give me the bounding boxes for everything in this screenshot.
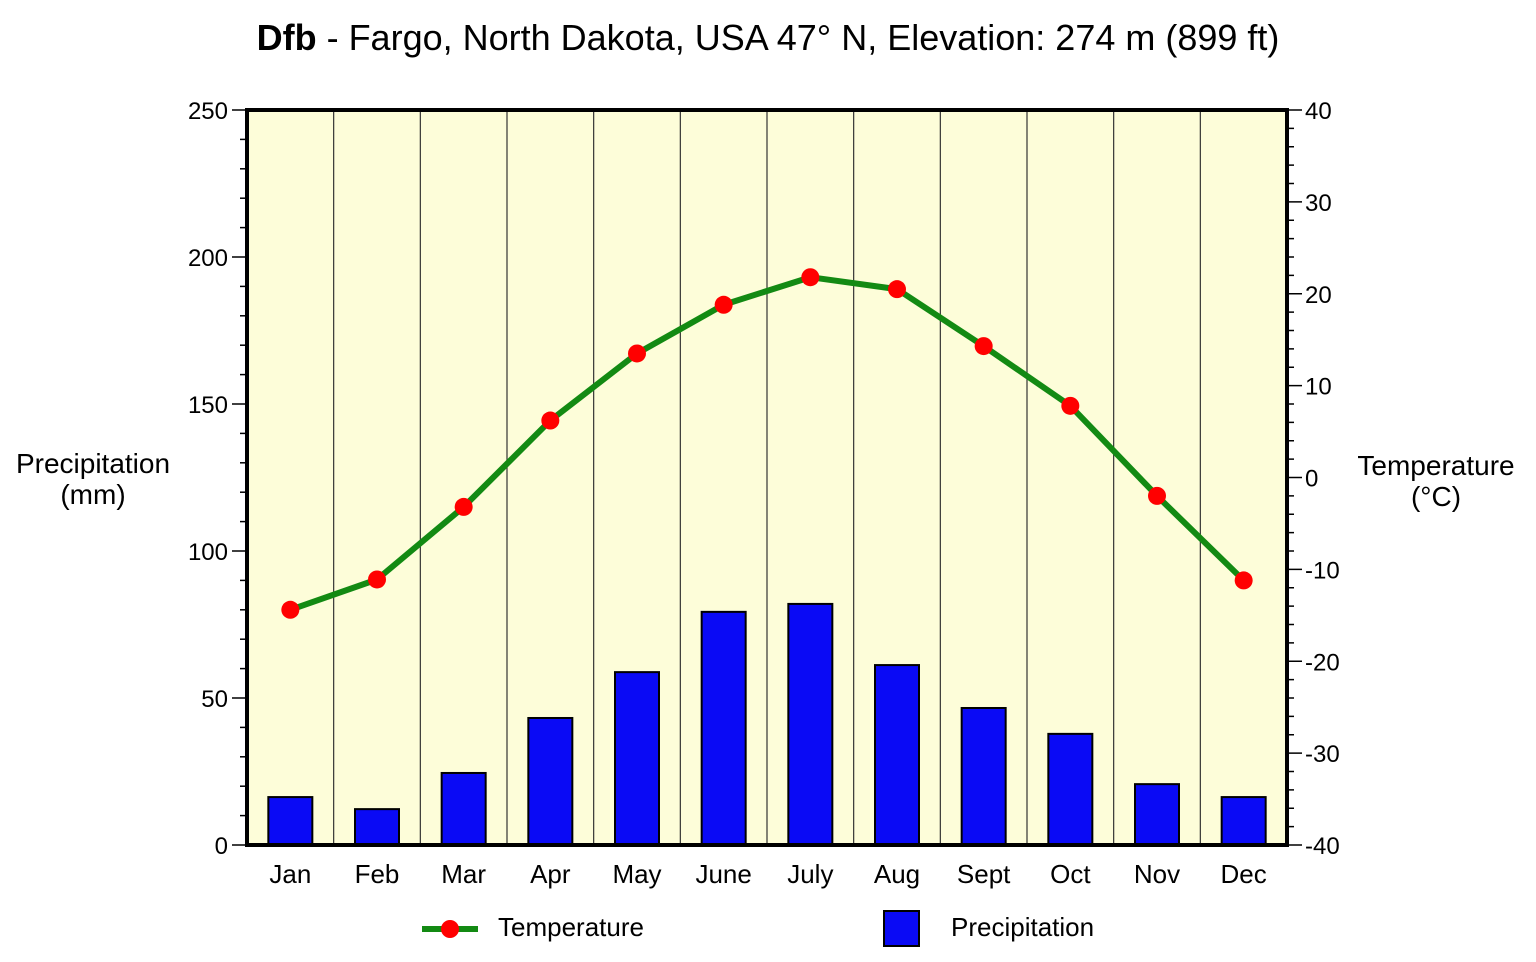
precipitation-bar-aug xyxy=(874,664,920,847)
x-tick-label: May xyxy=(612,859,661,889)
precipitation-bar-oct xyxy=(1047,732,1094,846)
right-tick-label: -20 xyxy=(1305,649,1340,676)
x-tick-label: Mar xyxy=(441,859,486,889)
temperature-point-june xyxy=(714,295,733,314)
right-tick-label: 30 xyxy=(1305,190,1332,217)
x-tick-label: Apr xyxy=(530,859,571,889)
right-tick-label: -40 xyxy=(1305,833,1340,860)
precipitation-bar-apr xyxy=(527,716,574,847)
right-tick-label: -30 xyxy=(1305,741,1340,768)
x-tick-label: Feb xyxy=(355,859,400,889)
left-axis-label: Precipitation xyxy=(16,448,170,479)
legend-temperature-label: Temperature xyxy=(498,912,644,942)
left-tick-label: 250 xyxy=(188,98,228,125)
precipitation-bar-feb xyxy=(354,808,400,847)
right-tick-label: 10 xyxy=(1305,374,1332,401)
left-tick-label: 100 xyxy=(188,539,228,566)
x-tick-label: Jan xyxy=(269,859,311,889)
left-tick-label: 50 xyxy=(201,686,228,713)
temperature-point-oct xyxy=(1061,396,1080,415)
precipitation-bar-mar xyxy=(440,771,487,846)
left-tick-label: 200 xyxy=(188,245,228,272)
precipitation-bar-jan xyxy=(267,796,314,847)
temperature-point-dec xyxy=(1234,571,1253,590)
precipitation-bar-nov xyxy=(1134,783,1180,847)
x-tick-label: Dec xyxy=(1221,859,1267,889)
right-tick-label: -10 xyxy=(1305,557,1340,584)
temperature-point-may xyxy=(628,344,646,363)
chart-title: Dfb - Fargo, North Dakota, USA 47° N, El… xyxy=(257,17,1280,58)
temperature-point-jan xyxy=(281,600,300,619)
right-axis-unit: (°C) xyxy=(1411,481,1461,512)
temperature-point-feb xyxy=(368,570,386,589)
x-tick-label: Oct xyxy=(1050,859,1091,889)
temperature-line xyxy=(289,274,1246,613)
x-tick-label: Aug xyxy=(874,859,920,889)
precipitation-bar-sept xyxy=(960,706,1007,846)
right-tick-label: 40 xyxy=(1305,98,1332,125)
right-tick-label: 20 xyxy=(1305,282,1332,309)
x-tick-label: July xyxy=(787,859,833,889)
precipitation-bar-dec xyxy=(1220,796,1267,847)
precipitation-bar-july xyxy=(787,602,834,846)
temperature-point-apr xyxy=(541,411,560,430)
left-axis-unit: (mm) xyxy=(60,479,125,510)
precipitation-bar-june xyxy=(700,610,747,846)
right-tick-label: 0 xyxy=(1305,466,1318,493)
legend: Temperature Precipitation xyxy=(422,910,1094,947)
x-tick-label: Sept xyxy=(957,859,1011,889)
temperature-point-sept xyxy=(974,337,993,356)
x-tick-label: June xyxy=(695,859,751,889)
temperature-point-mar xyxy=(454,497,473,516)
temperature-point-aug xyxy=(888,280,906,299)
temperature-point-july xyxy=(801,268,820,287)
temperature-point-nov xyxy=(1148,486,1166,505)
x-tick-label: Nov xyxy=(1134,859,1180,889)
legend-precipitation-label: Precipitation xyxy=(951,912,1094,942)
left-tick-label: 150 xyxy=(188,392,228,419)
legend-precipitation-swatch xyxy=(883,910,920,947)
legend-temperature-marker xyxy=(441,920,459,938)
right-axis-label: Temperature xyxy=(1357,450,1514,481)
left-tick-label: 0 xyxy=(215,833,228,860)
precipitation-bar-may xyxy=(614,671,660,846)
